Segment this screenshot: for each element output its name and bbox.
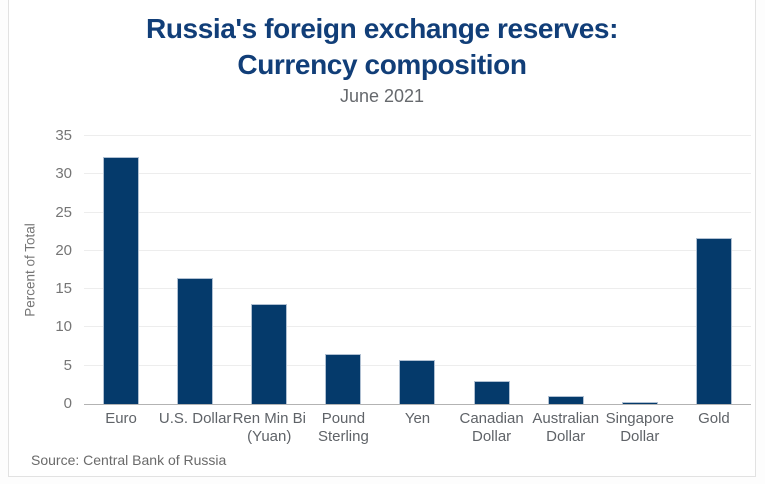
x-label-u-s-dollar: U.S. Dollar bbox=[158, 410, 232, 446]
source-note: Source: Central Bank of Russia bbox=[31, 452, 227, 468]
y-tick-label-15: 15 bbox=[55, 280, 72, 298]
x-label-line: Dollar bbox=[620, 428, 660, 445]
gridline-15 bbox=[84, 288, 751, 290]
x-label-singapore-dollar: Singapore Dollar bbox=[603, 410, 677, 446]
chart-subtitle: June 2021 bbox=[339, 86, 425, 106]
y-tick-label-30: 30 bbox=[55, 165, 72, 183]
gridline-35 bbox=[84, 135, 751, 136]
x-label-yen: Yen bbox=[380, 410, 454, 446]
bar-column-singapore-dollar bbox=[603, 136, 677, 404]
x-label-ren-min-bi-yuan: Ren Min Bi (Yuan) bbox=[232, 410, 306, 446]
x-label-line: Yen bbox=[404, 410, 431, 427]
y-tick-label-5: 5 bbox=[63, 356, 72, 374]
bar-column-euro bbox=[84, 136, 158, 404]
y-axis-tick-labels: 0 5 10 15 20 25 30 35 bbox=[9, 128, 72, 412]
bar-singapore-dollar bbox=[621, 401, 658, 404]
gridline-10 bbox=[84, 326, 751, 328]
x-label-line: Sterling bbox=[317, 428, 369, 445]
y-tick-label-35: 35 bbox=[55, 127, 72, 144]
bar-yen bbox=[399, 360, 436, 404]
bar-column-canadian-dollar bbox=[455, 136, 529, 404]
y-tick-label-0: 0 bbox=[63, 395, 72, 412]
bar-canadian-dollar bbox=[473, 381, 510, 404]
x-label-line: Australian bbox=[532, 410, 600, 427]
bar-pound-sterling bbox=[325, 354, 362, 404]
chart-title-block: Russia's foreign exchange reserves: Curr… bbox=[9, 11, 755, 107]
bar-euro bbox=[103, 156, 140, 404]
bars-container bbox=[84, 136, 751, 404]
x-label-pound-sterling: Pound Sterling bbox=[306, 410, 380, 446]
x-label-line: Gold bbox=[698, 410, 730, 427]
chart-title-line-1: Russia's foreign exchange reserves: bbox=[146, 13, 618, 44]
x-label-line: Canadian bbox=[459, 410, 524, 427]
plot-area bbox=[84, 135, 751, 405]
gridline-20 bbox=[84, 249, 751, 251]
x-label-euro: Euro bbox=[84, 410, 158, 446]
y-tick-label-20: 20 bbox=[55, 241, 72, 259]
bar-column-yen bbox=[380, 136, 454, 404]
bar-ren-min-bi-yuan bbox=[251, 303, 288, 404]
x-label-gold: Gold bbox=[677, 410, 751, 446]
bar-gold bbox=[695, 237, 732, 404]
y-tick-label-25: 25 bbox=[55, 203, 72, 221]
bar-column-ren-min-bi-yuan bbox=[232, 136, 306, 404]
gridline-25 bbox=[84, 211, 751, 213]
x-axis-tick-labels: Euro U.S. Dollar Ren Min Bi (Yuan) Pound Ster… bbox=[84, 410, 751, 446]
bar-column-pound-sterling bbox=[306, 136, 380, 404]
x-label-line: Euro bbox=[105, 410, 137, 427]
x-label-line: U.S. Dollar bbox=[158, 410, 232, 427]
chart-title-line-2: Currency composition bbox=[237, 49, 527, 80]
gridline-30 bbox=[84, 173, 751, 175]
x-label-line: Pound bbox=[321, 410, 366, 427]
x-label-line: Singapore bbox=[605, 410, 675, 427]
x-label-line: Ren Min Bi bbox=[232, 410, 306, 427]
x-label-line: (Yuan) bbox=[247, 428, 292, 445]
x-label-line: Dollar bbox=[472, 428, 512, 445]
bar-column-australian-dollar bbox=[529, 136, 603, 404]
bar-column-u-s-dollar bbox=[158, 136, 232, 404]
bar-column-gold bbox=[677, 136, 751, 404]
x-label-canadian-dollar: Canadian Dollar bbox=[455, 410, 529, 446]
x-label-line: Dollar bbox=[546, 428, 586, 445]
chart-card: Russia's foreign exchange reserves: Curr… bbox=[8, 0, 756, 477]
x-label-australian-dollar: Australian Dollar bbox=[529, 410, 603, 446]
y-tick-label-10: 10 bbox=[55, 318, 72, 336]
bar-u-s-dollar bbox=[177, 278, 214, 404]
bar-australian-dollar bbox=[547, 396, 584, 404]
